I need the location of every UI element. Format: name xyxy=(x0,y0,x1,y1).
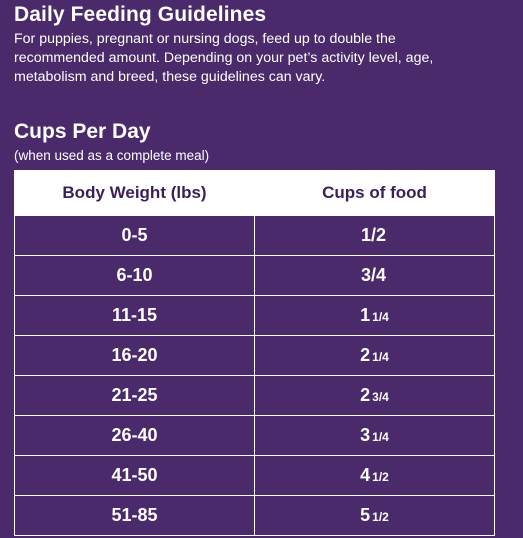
cups-heading: Cups Per Day xyxy=(14,120,151,143)
cups-whole: 1 xyxy=(360,305,371,325)
table-row: 26-40 3 1/4 xyxy=(14,415,495,456)
weight-cell: 26-40 xyxy=(14,415,255,456)
weight-cell: 21-25 xyxy=(14,375,255,416)
table-row: 6-10 3/4 xyxy=(14,255,495,296)
weight-cell: 41-50 xyxy=(14,455,255,496)
cups-cell: 2 3/4 xyxy=(254,375,495,416)
cups-fraction: 1/4 xyxy=(372,350,389,364)
cups-whole: 1/2 xyxy=(360,225,387,245)
cups-note: (when used as a complete meal) xyxy=(14,148,210,163)
table-header-row: Body Weight (lbs) Cups of food xyxy=(14,170,495,216)
page-title: Daily Feeding Guidelines xyxy=(14,3,267,26)
table-row: 11-15 1 1/4 xyxy=(14,295,495,336)
table-row: 51-85 5 1/2 xyxy=(14,495,495,536)
cups-cell: 2 1/4 xyxy=(254,335,495,376)
cups-cell: 1/2 xyxy=(254,215,495,256)
cups-fraction: 1/4 xyxy=(372,310,389,324)
table-row: 41-50 4 1/2 xyxy=(14,455,495,496)
cups-cell: 1 1/4 xyxy=(254,295,495,336)
cups-cell: 3 1/4 xyxy=(254,415,495,456)
cups-whole: 5 xyxy=(360,505,371,525)
header-body-weight: Body Weight (lbs) xyxy=(14,170,255,216)
weight-cell: 6-10 xyxy=(14,255,255,296)
cups-whole: 3 xyxy=(360,425,371,445)
cups-fraction: 1/4 xyxy=(372,430,389,444)
intro-text: For puppies, pregnant or nursing dogs, f… xyxy=(14,31,434,85)
table-row: 21-25 2 3/4 xyxy=(14,375,495,416)
header-cups-of-food: Cups of food xyxy=(254,170,495,216)
cups-whole: 2 xyxy=(360,385,371,405)
table-row: 16-20 2 1/4 xyxy=(14,335,495,376)
weight-cell: 11-15 xyxy=(14,295,255,336)
cups-whole: 4 xyxy=(360,465,371,485)
table-row: 0-5 1/2 xyxy=(14,215,495,256)
cups-fraction: 1/2 xyxy=(372,510,389,524)
cups-fraction: 3/4 xyxy=(372,390,389,404)
weight-cell: 0-5 xyxy=(14,215,255,256)
cups-cell: 4 1/2 xyxy=(254,455,495,496)
cups-cell: 5 1/2 xyxy=(254,495,495,536)
feeding-table: Body Weight (lbs) Cups of food 0-5 1/2 6… xyxy=(14,170,495,536)
weight-cell: 51-85 xyxy=(14,495,255,536)
cups-whole: 3/4 xyxy=(360,265,387,285)
cups-fraction: 1/2 xyxy=(372,470,389,484)
cups-whole: 2 xyxy=(360,345,371,365)
cups-cell: 3/4 xyxy=(254,255,495,296)
weight-cell: 16-20 xyxy=(14,335,255,376)
